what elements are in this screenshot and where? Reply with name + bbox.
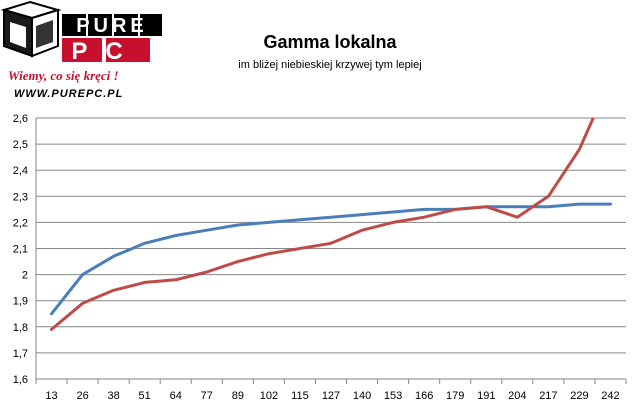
x-tick-label: 153 xyxy=(384,390,402,402)
url-text: WWW.PUREPC.PL xyxy=(14,88,123,100)
y-tick-label: 2,1 xyxy=(13,244,28,256)
x-tick-label: 26 xyxy=(76,390,88,402)
y-tick-label: 1,9 xyxy=(13,296,28,308)
brand-bottom-text: PC xyxy=(71,38,140,65)
y-tick-label: 1,8 xyxy=(13,322,28,334)
x-tick-label: 242 xyxy=(601,390,619,402)
x-tick-label: 51 xyxy=(139,390,151,402)
purepc-logo: PURE PC Wiemy, co się kręci ! WWW.PUREPC… xyxy=(0,0,170,104)
y-tick-label: 2,3 xyxy=(13,191,28,203)
brand-mark xyxy=(62,14,162,62)
x-tick-label: 102 xyxy=(260,390,278,402)
y-tick-label: 2 xyxy=(22,270,28,282)
y-tick-label: 2,4 xyxy=(13,165,28,177)
x-tick-label: 166 xyxy=(415,390,433,402)
series-line-1 xyxy=(50,202,612,316)
y-tick-label: 2,5 xyxy=(13,139,28,151)
cube-icon xyxy=(0,0,62,58)
y-tick-label: 1,7 xyxy=(13,348,28,360)
x-tick-label: 229 xyxy=(570,390,588,402)
tagline-text: Wiemy, co się kręci ! xyxy=(8,68,119,83)
brand-top-text: PURE xyxy=(76,15,148,37)
chart-subtitle: im bliżej niebieskiej krzywej tym lepiej xyxy=(238,59,422,71)
x-tick-label: 127 xyxy=(322,390,340,402)
y-tick-label: 1,6 xyxy=(13,374,28,386)
x-tick-label: 13 xyxy=(45,390,57,402)
x-tick-label: 204 xyxy=(508,390,526,402)
x-tick-label: 191 xyxy=(477,390,495,402)
x-tick-label: 115 xyxy=(291,390,309,402)
x-tick-label: 179 xyxy=(446,390,464,402)
x-tick-label: 217 xyxy=(539,390,557,402)
y-tick-label: 2,6 xyxy=(13,113,28,125)
chart-title: Gamma lokalna xyxy=(263,32,397,52)
series-line-2 xyxy=(50,118,595,331)
x-tick-label: 89 xyxy=(232,390,244,402)
x-tick-label: 140 xyxy=(353,390,371,402)
x-tick-label: 77 xyxy=(201,390,213,402)
x-tick-label: 38 xyxy=(108,390,120,402)
x-tick-label: 64 xyxy=(170,390,182,402)
y-tick-label: 2,2 xyxy=(13,217,28,229)
